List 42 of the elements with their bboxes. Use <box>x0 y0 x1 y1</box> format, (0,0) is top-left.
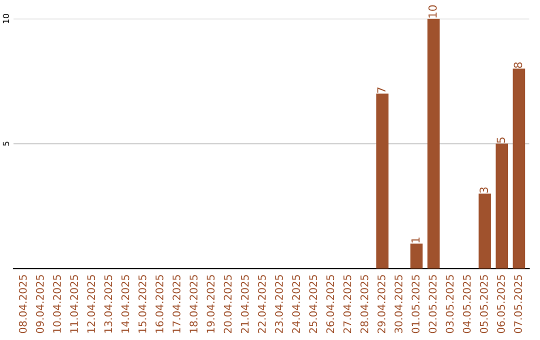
x-tick-label: 24.04.2025 <box>292 275 300 334</box>
bar <box>512 68 526 269</box>
x-tick-label: 10.04.2025 <box>53 275 61 333</box>
bar <box>376 94 388 269</box>
x-tick-label: 06.05.2025 <box>497 275 505 334</box>
bar <box>478 194 491 269</box>
x-tick-label: 09.04.2025 <box>36 275 44 334</box>
x-tick-label: 23.04.2025 <box>275 275 283 334</box>
bar <box>427 18 440 269</box>
data-label: 10 <box>428 5 437 18</box>
data-label: 1 <box>411 238 420 242</box>
x-tick-label: 22.04.2025 <box>258 275 266 334</box>
x-tick-label: 28.04.2025 <box>360 275 368 334</box>
bar <box>410 244 423 269</box>
x-tick-label: 08.04.2025 <box>18 275 27 334</box>
x-tick-label: 27.04.2025 <box>343 275 352 334</box>
x-tick-label: 26.04.2025 <box>326 275 334 334</box>
x-tick-label: 02.05.2025 <box>428 275 437 334</box>
x-tick-label: 13.04.2025 <box>104 275 112 333</box>
x-tick-label: 17.04.2025 <box>172 275 180 333</box>
x-tick-label: 18.04.2025 <box>190 275 198 333</box>
x-tick-label: 30.04.2025 <box>394 275 402 334</box>
x-tick-label: 21.04.2025 <box>240 275 249 334</box>
bar <box>496 144 508 269</box>
x-tick-label: 15.04.2025 <box>138 275 146 333</box>
x-tick-label: 25.04.2025 <box>309 275 318 334</box>
data-label: 5 <box>496 138 506 143</box>
x-tick-label: 05.05.2025 <box>480 275 488 334</box>
data-label: 3 <box>480 187 488 193</box>
x-tick-label: 20.04.2025 <box>224 275 232 334</box>
x-tick-label: 14.04.2025 <box>121 275 130 333</box>
x-tick-label: 07.05.2025 <box>514 275 522 334</box>
x-tick-label: 12.04.2025 <box>87 275 96 333</box>
x-tick-label: 01.05.2025 <box>412 275 420 334</box>
x-tick-label: 16.04.2025 <box>156 275 164 333</box>
data-label: 7 <box>377 88 386 93</box>
x-tick-label: 04.05.2025 <box>462 275 471 334</box>
x-tick-label: 11.04.2025 <box>70 275 78 333</box>
x-tick-label: 19.04.2025 <box>206 275 215 333</box>
x-tick-label: 29.04.2025 <box>377 275 386 334</box>
x-tick-label: 03.05.2025 <box>446 275 454 334</box>
data-label: 8 <box>514 62 522 68</box>
